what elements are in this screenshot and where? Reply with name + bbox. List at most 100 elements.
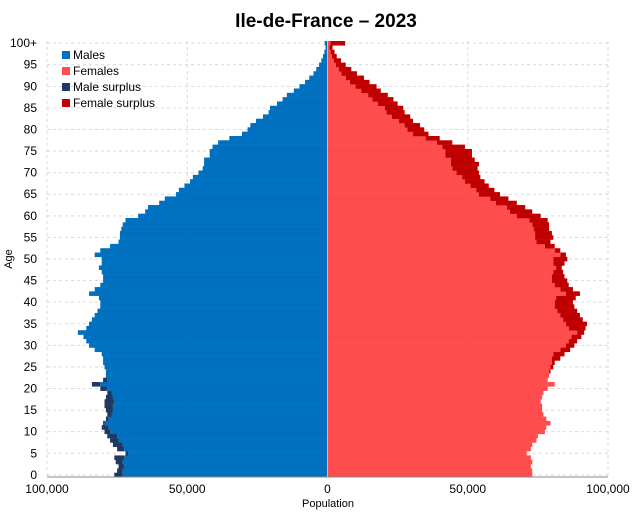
male-surplus-bar-age-7 xyxy=(112,442,123,448)
female-bar-age-63 xyxy=(327,200,496,206)
female-bar-age-20 xyxy=(327,386,548,391)
x-tick-label-2: 0 xyxy=(324,482,331,496)
female-surplus-bar-age-42 xyxy=(565,291,580,296)
female-surplus-bar-age-76 xyxy=(442,144,465,150)
female-bar-age-91 xyxy=(327,79,350,85)
male-bar-age-81 xyxy=(250,123,328,128)
legend-label-females: Females xyxy=(73,64,119,78)
female-bar-age-43 xyxy=(327,287,561,292)
male-bar-age-67 xyxy=(184,183,328,189)
male-bar-age-14 xyxy=(111,412,328,417)
female-surplus-bar-age-60 xyxy=(516,213,541,219)
female-surplus-bar-age-95 xyxy=(335,62,346,68)
female-bar-age-37 xyxy=(327,312,561,318)
female-surplus-bar-age-61 xyxy=(509,209,533,214)
male-bar-age-11 xyxy=(108,425,328,430)
female-bar-age-14 xyxy=(327,412,544,417)
male-bar-age-8 xyxy=(118,438,328,443)
female-bar-age-66 xyxy=(327,187,477,193)
male-bar-age-70 xyxy=(198,170,328,176)
male-bar-age-45 xyxy=(103,278,328,283)
female-bar-age-69 xyxy=(327,174,463,180)
female-bar-age-51 xyxy=(327,252,561,258)
female-surplus-bar-age-29 xyxy=(560,347,571,353)
male-surplus-bar-age-4 xyxy=(114,455,125,460)
male-bar-age-39 xyxy=(100,304,328,309)
female-bar-age-1 xyxy=(327,468,533,473)
female-bar-age-32 xyxy=(327,334,572,340)
female-bar-age-81 xyxy=(327,123,405,128)
female-bar-age-76 xyxy=(327,144,443,150)
female-surplus-bar-age-97 xyxy=(331,53,337,59)
male-bar-age-33 xyxy=(77,330,328,335)
y-tick-label-35: 35 xyxy=(24,317,38,331)
female-bar-age-39 xyxy=(327,304,555,309)
female-surplus-bar-age-34 xyxy=(568,325,586,331)
legend-swatch-females xyxy=(62,67,70,75)
y-tick-label-90: 90 xyxy=(24,79,38,93)
y-tick-label-5: 5 xyxy=(30,446,37,460)
male-surplus-bar-age-13 xyxy=(105,416,109,422)
male-bar-age-38 xyxy=(97,308,328,314)
male-bar-age-49 xyxy=(101,261,328,266)
female-surplus-bar-age-64 xyxy=(490,196,509,201)
female-surplus-bar-age-51 xyxy=(560,252,566,258)
female-bar-age-28 xyxy=(327,351,554,357)
legend-swatch-male-surplus xyxy=(62,83,70,91)
y-axis-label: Age xyxy=(3,249,15,269)
female-surplus-bar-age-62 xyxy=(507,205,526,210)
male-bar-age-54 xyxy=(118,239,328,245)
female-surplus-bar-age-92 xyxy=(345,75,364,81)
female-surplus-bar-age-33 xyxy=(577,330,585,335)
male-surplus-bar-age-8 xyxy=(110,438,119,443)
female-bar-age-44 xyxy=(327,282,555,288)
female-bar-age-30 xyxy=(327,343,566,348)
female-bar-age-27 xyxy=(327,356,552,361)
female-surplus-bar-age-63 xyxy=(495,200,517,206)
female-surplus-bar-age-43 xyxy=(560,287,573,292)
male-bar-age-50 xyxy=(101,256,328,262)
male-bar-age-16 xyxy=(112,403,328,409)
male-bar-age-13 xyxy=(108,416,328,422)
male-bar-age-2 xyxy=(124,464,328,469)
male-bar-age-78 xyxy=(229,135,328,141)
female-surplus-bar-age-81 xyxy=(404,123,421,128)
female-surplus-bar-age-98 xyxy=(330,49,335,55)
male-bar-age-82 xyxy=(255,118,328,124)
male-surplus-bar-age-2 xyxy=(118,464,125,469)
female-surplus-bar-age-88 xyxy=(368,92,388,98)
female-bar-age-68 xyxy=(327,179,465,184)
female-bar-age-34 xyxy=(327,325,569,331)
male-surplus-bar-age-5 xyxy=(125,451,129,456)
male-bar-age-44 xyxy=(100,282,328,288)
female-surplus-bar-age-78 xyxy=(425,135,440,141)
female-bar-age-79 xyxy=(327,131,414,137)
male-bar-age-90 xyxy=(299,84,328,89)
male-bar-age-10 xyxy=(110,429,328,435)
male-bar-age-76 xyxy=(212,144,328,150)
male-bar-age-83 xyxy=(262,114,328,119)
female-surplus-bar-age-24 xyxy=(549,369,551,374)
y-tick-label-15: 15 xyxy=(24,403,38,417)
y-tick-label-10: 10 xyxy=(24,425,38,439)
male-bar-age-61 xyxy=(145,209,328,214)
female-surplus-bar-age-87 xyxy=(372,97,394,102)
female-bar-age-57 xyxy=(327,226,534,232)
male-bar-age-77 xyxy=(218,140,328,145)
male-bar-age-15 xyxy=(112,407,328,413)
female-bar-age-86 xyxy=(327,101,378,107)
bars xyxy=(77,41,587,478)
female-surplus-bar-age-58 xyxy=(532,222,550,227)
y-tick-label-45: 45 xyxy=(24,274,38,288)
female-bar-age-47 xyxy=(327,269,554,275)
male-bar-age-29 xyxy=(94,347,328,353)
male-bar-age-63 xyxy=(159,200,328,206)
female-surplus-bar-age-26 xyxy=(551,360,555,366)
female-bar-age-2 xyxy=(327,464,531,469)
male-bar-age-68 xyxy=(190,179,328,184)
male-bar-age-87 xyxy=(282,97,328,102)
female-bar-age-25 xyxy=(327,364,551,370)
female-bar-age-96 xyxy=(327,58,334,63)
female-bar-age-7 xyxy=(327,442,533,448)
female-surplus-bar-age-65 xyxy=(478,192,501,197)
